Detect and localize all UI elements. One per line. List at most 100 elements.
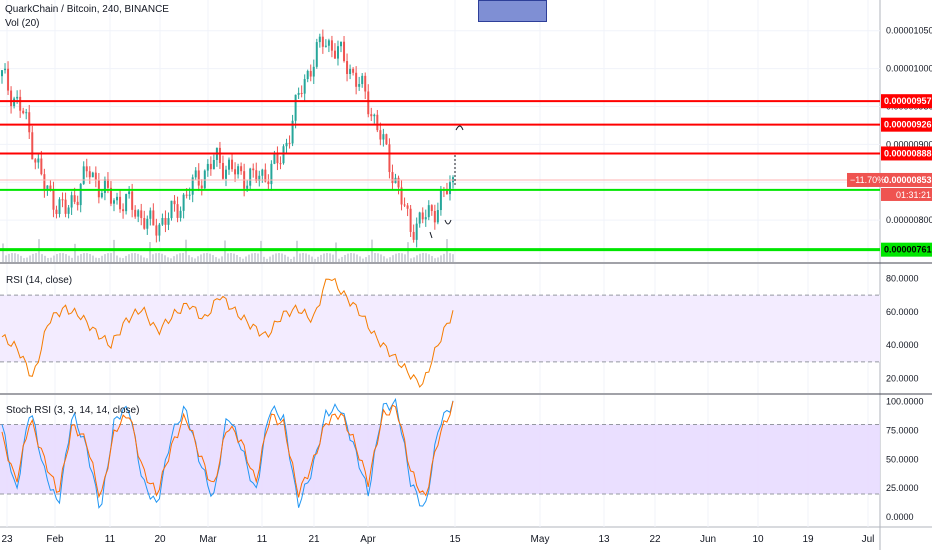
candle-body [88,171,91,178]
candle-body [376,114,379,131]
candle-body [361,75,364,85]
volume-bar [107,253,109,262]
volume-bar [314,258,316,262]
indicator-series-line [1,400,454,499]
candle-body [79,183,82,206]
indicator-series-line [1,277,454,388]
candle-body [161,217,164,225]
candle-body [340,41,343,47]
volume-bar [176,254,178,262]
price-tag-box [881,94,932,109]
volume-bar [350,253,352,262]
candle-body [418,212,421,224]
volume-bar [236,254,238,262]
volume-bar [101,255,103,262]
candle-body [224,169,227,179]
volume-bar [284,254,286,262]
candle-body [327,40,330,46]
volume-bar [29,255,31,262]
volume-bar [218,258,220,262]
volume-bar [422,253,424,262]
volume-bar [68,255,70,262]
candle-body [333,50,336,59]
candle-body [424,217,427,220]
time-axis-label: 10 [752,534,764,545]
candle-body [249,168,252,186]
chart-title: QuarkChain / Bitcoin, 240, BINANCE [5,4,169,15]
candle-body [349,68,352,75]
volume-bar [5,255,7,262]
indicator-axis-label: 40.0000 [886,340,919,350]
candle-body [330,40,333,51]
candle-body [58,199,61,214]
change-label: −11.70% [850,175,885,185]
candle-body [194,170,197,178]
price-tag-box [881,172,932,187]
candle-body [397,177,400,188]
volume-bar [434,258,436,262]
volume-bar [50,257,52,262]
candle-body [103,179,106,193]
volume-bar [71,257,73,262]
volume-bar [35,253,37,262]
candle-body [315,42,318,67]
volume-bar [410,258,412,262]
volume-bar [413,257,415,262]
candle-body [343,41,346,62]
volume-bar [380,254,382,262]
volume-bar [278,253,280,262]
candle-body [61,199,64,201]
volume-bar [443,253,445,262]
time-axis-label: May [531,534,550,545]
candle-body [364,75,367,92]
indicator-axis-label: 60.0000 [886,307,919,317]
indicator-axis-label: 25.0000 [886,483,919,493]
volume-bar [44,255,46,262]
volume-bar [281,253,283,262]
candle-body [134,209,137,217]
drawn-rectangle[interactable] [478,0,547,22]
volume-bar [146,258,148,262]
indicator-axis-label: 50.0000 [886,454,919,464]
indicator-series-line [1,397,454,509]
volume-bar [440,255,442,262]
indicator-axis-label: 20.0000 [886,374,919,384]
volume-bar [401,253,403,262]
candle-body [318,36,321,43]
indicator-axis-label: 80.0000 [886,273,919,283]
candle-body [31,132,34,160]
volume-bar [389,257,391,262]
volume-bar [251,253,253,262]
volume-bar [158,253,160,262]
volume-bar [11,253,13,262]
candle-body [176,204,179,218]
candle-body [155,225,158,236]
candle-body [52,189,55,210]
volume-bar [155,253,157,262]
volume-bar [275,253,277,262]
volume-bar [242,258,244,262]
volume-bar [194,258,196,262]
volume-bar [191,257,193,262]
volume-bar [392,255,394,262]
drawn-arrow [444,219,452,225]
volume-bar [212,255,214,262]
volume-bar [8,253,10,262]
volume-bar [341,256,343,262]
indicator-axis-label: 0.0000 [886,512,914,522]
change-badge [847,172,881,187]
candle-body [427,205,430,218]
time-axis-label: 11 [105,534,116,545]
volume-bar [293,256,295,262]
candle-body [385,134,388,145]
candle-body [406,205,409,209]
volume-bar [65,254,67,262]
volume-bar [317,256,319,262]
volume-bar [200,254,202,262]
price-tag-label: 0.00000853 [884,175,932,185]
volume-bar [254,253,256,262]
volume-bar [179,253,181,262]
volume-bar [395,253,397,262]
